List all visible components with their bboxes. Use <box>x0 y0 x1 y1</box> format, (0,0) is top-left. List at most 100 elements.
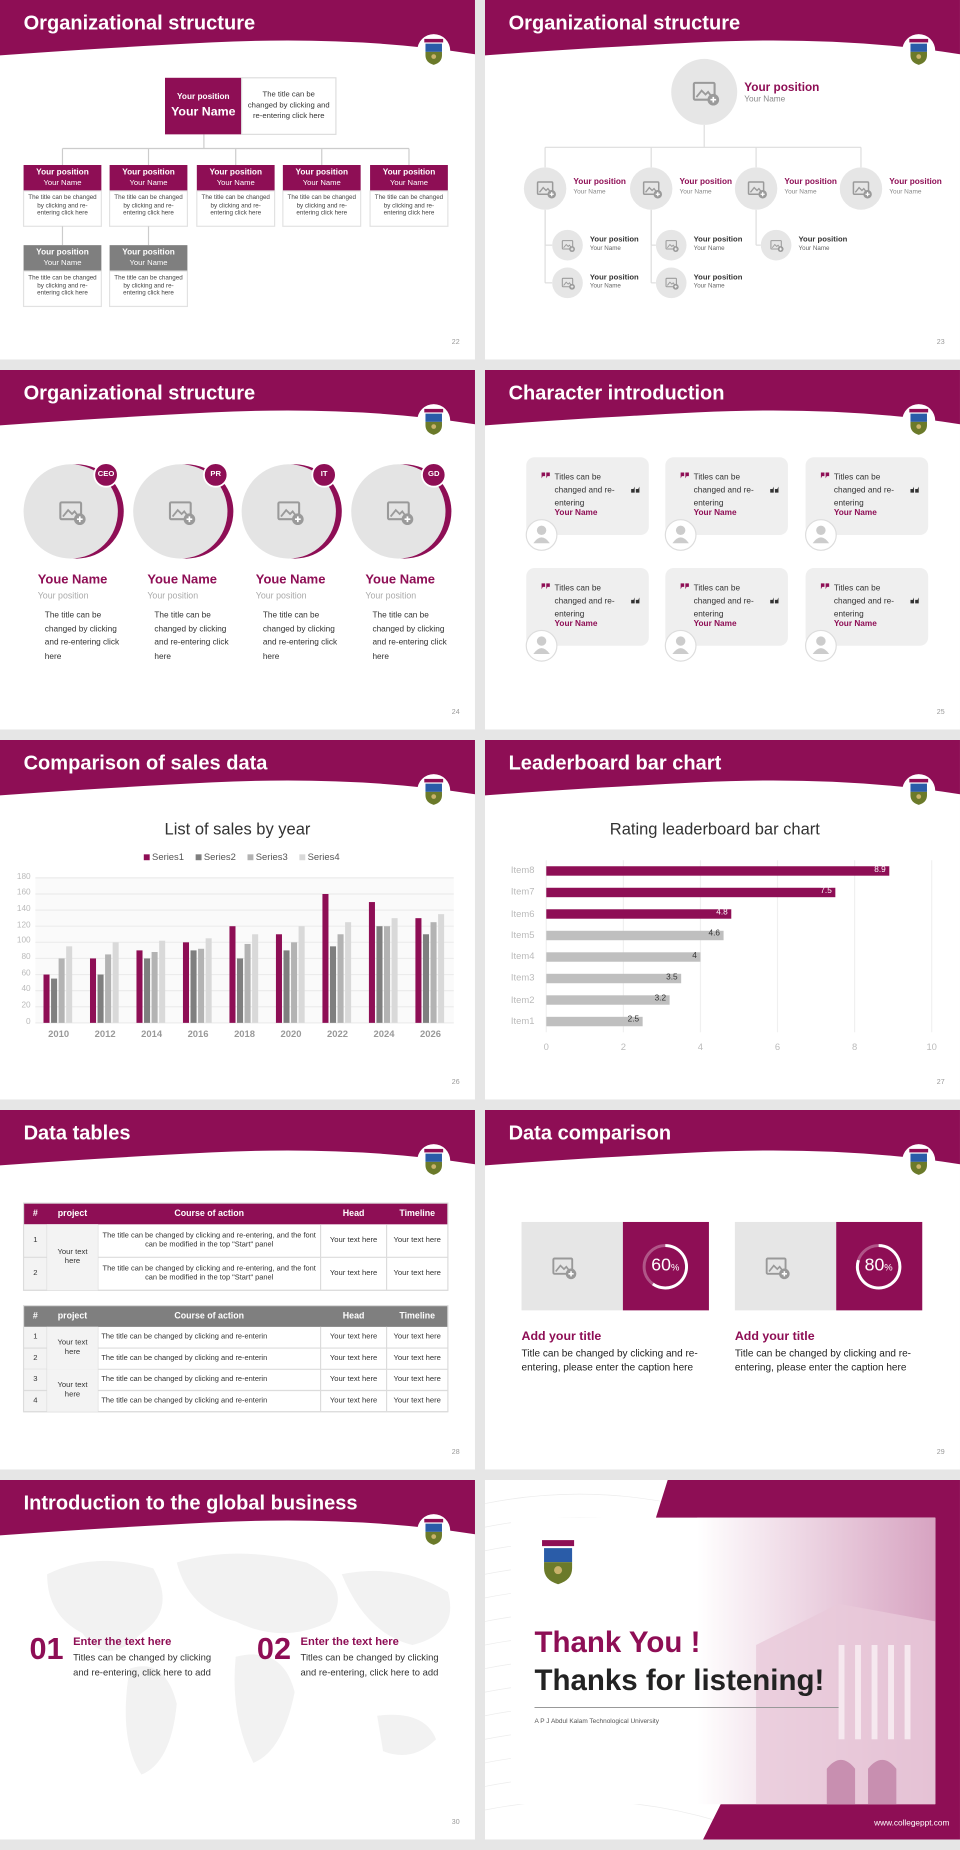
slide: Rating leaderboard bar chart 0 2 4 6 8 10 Item1… <box>485 740 960 1100</box>
badge-label: GD <box>427 470 440 479</box>
data-label: 8.9 <box>874 865 886 874</box>
map-shape <box>377 1714 437 1756</box>
slide-graphics <box>485 0 960 299</box>
page-number: 25 <box>936 709 945 717</box>
table-cell: 1 <box>33 1236 38 1245</box>
x-tick-label: 8 <box>851 1041 858 1053</box>
building-column <box>888 1645 894 1740</box>
icon-frame <box>692 81 716 101</box>
image-icon <box>770 240 784 252</box>
slide-title: Character introduction <box>508 381 725 405</box>
image-icon <box>747 181 767 199</box>
bar <box>151 951 158 1023</box>
table-cell: Your text here <box>329 1236 378 1245</box>
level2-position: Your position <box>784 177 837 187</box>
bar <box>422 934 430 1023</box>
logo-banner <box>424 1148 444 1153</box>
quote-open <box>541 583 550 590</box>
table-header-cell: Course of action <box>174 1310 245 1322</box>
value-box <box>622 1221 709 1311</box>
icon-plus <box>404 516 411 523</box>
avatar-head <box>536 525 547 536</box>
image-icon <box>692 81 720 106</box>
level3-name: Your Name <box>693 282 725 290</box>
image-icon <box>552 1257 577 1280</box>
person-position: Your position <box>147 590 199 602</box>
level2-name: Your Name <box>679 188 712 196</box>
avatar-head <box>536 636 547 646</box>
x-tick-label: 0 <box>543 1041 549 1053</box>
avatar-head <box>816 525 826 536</box>
member-header <box>23 165 102 191</box>
slide-title: Leaderboard bar chart <box>508 751 722 775</box>
level2-name: Your Name <box>889 188 922 196</box>
logo-shield-top <box>425 43 442 52</box>
table-cell: Your text here <box>393 1396 441 1405</box>
table-cell: The title can be changed by clicking and… <box>101 1332 268 1342</box>
legend-swatch <box>143 854 150 861</box>
item-text: Titles can be changed by clicking and re… <box>300 1652 439 1678</box>
icon-plus <box>570 247 574 251</box>
icon-mountain <box>854 186 868 193</box>
member-name: Your Name <box>216 179 255 188</box>
y-tick-label: 120 <box>16 920 31 930</box>
level3-position: Your position <box>798 235 848 244</box>
level3-name: Your Name <box>693 245 725 253</box>
quote-open <box>820 583 830 590</box>
bar <box>376 926 383 1023</box>
item-text: Title can be changed by clicking and re-… <box>521 1346 698 1374</box>
table-cell: The title can be changed by clicking and… <box>102 1264 316 1283</box>
icon-mountain <box>555 1264 571 1272</box>
bar <box>144 958 151 1023</box>
icon-frame <box>765 1257 787 1275</box>
table-header <box>23 1305 448 1327</box>
member-position: Your position <box>122 168 175 177</box>
icon-mountain <box>645 186 658 193</box>
head-circle <box>671 58 738 125</box>
member-name: Your Name <box>129 259 168 268</box>
slide-graphics <box>485 1110 960 1311</box>
value-number: 80 <box>864 1254 885 1276</box>
member-name: Your Name <box>389 179 428 188</box>
bar <box>337 934 344 1023</box>
table-header-cell: # <box>32 1208 38 1219</box>
member-name: Your Name <box>43 259 82 268</box>
value-unit: % <box>884 1262 893 1273</box>
page-number: 28 <box>451 1449 460 1457</box>
legend-swatch <box>195 854 202 861</box>
table-header-cell: Course of action <box>174 1208 245 1219</box>
person-text: The title can be changed by clicking and… <box>44 611 120 661</box>
bar <box>244 943 251 1023</box>
card-quote: Titles can be changed and re-entering <box>554 473 615 509</box>
member-text-box <box>282 190 362 227</box>
slide-title: Comparison of sales data <box>23 751 268 775</box>
logo-emblem <box>916 54 922 59</box>
level2-position: Your position <box>889 177 942 187</box>
icon-plus <box>294 516 301 523</box>
slide: Titles can be changed and re-entering You… <box>485 370 960 730</box>
member-text: The title can be changed by clicking and… <box>374 194 444 218</box>
table-header-cell: project <box>57 1310 88 1322</box>
icon-mountain <box>768 1264 784 1272</box>
bar <box>205 938 212 1023</box>
logo-banner <box>424 1518 444 1523</box>
quote-close <box>910 486 919 493</box>
logo-shield-top <box>425 1153 442 1162</box>
logo-shield-top <box>425 1523 442 1532</box>
card-quote: Titles can be changed and re-entering <box>833 584 894 620</box>
item-text: Titles can be changed by clicking and re… <box>73 1652 212 1678</box>
header-band <box>485 0 960 56</box>
card-name: Your Name <box>833 619 877 629</box>
x-tick-label: 10 <box>926 1041 937 1053</box>
slide-graphics <box>485 1480 960 1840</box>
quote-open <box>680 583 689 590</box>
bar <box>345 922 352 1023</box>
page-number: 29 <box>936 1449 945 1457</box>
legend-swatch <box>247 854 254 861</box>
table-border <box>22 1202 449 1291</box>
page-number: 30 <box>451 1819 460 1827</box>
icon-mountain <box>666 243 676 249</box>
table-cell: 4 <box>33 1396 38 1405</box>
level2-circle <box>839 167 883 210</box>
bar <box>546 887 836 898</box>
